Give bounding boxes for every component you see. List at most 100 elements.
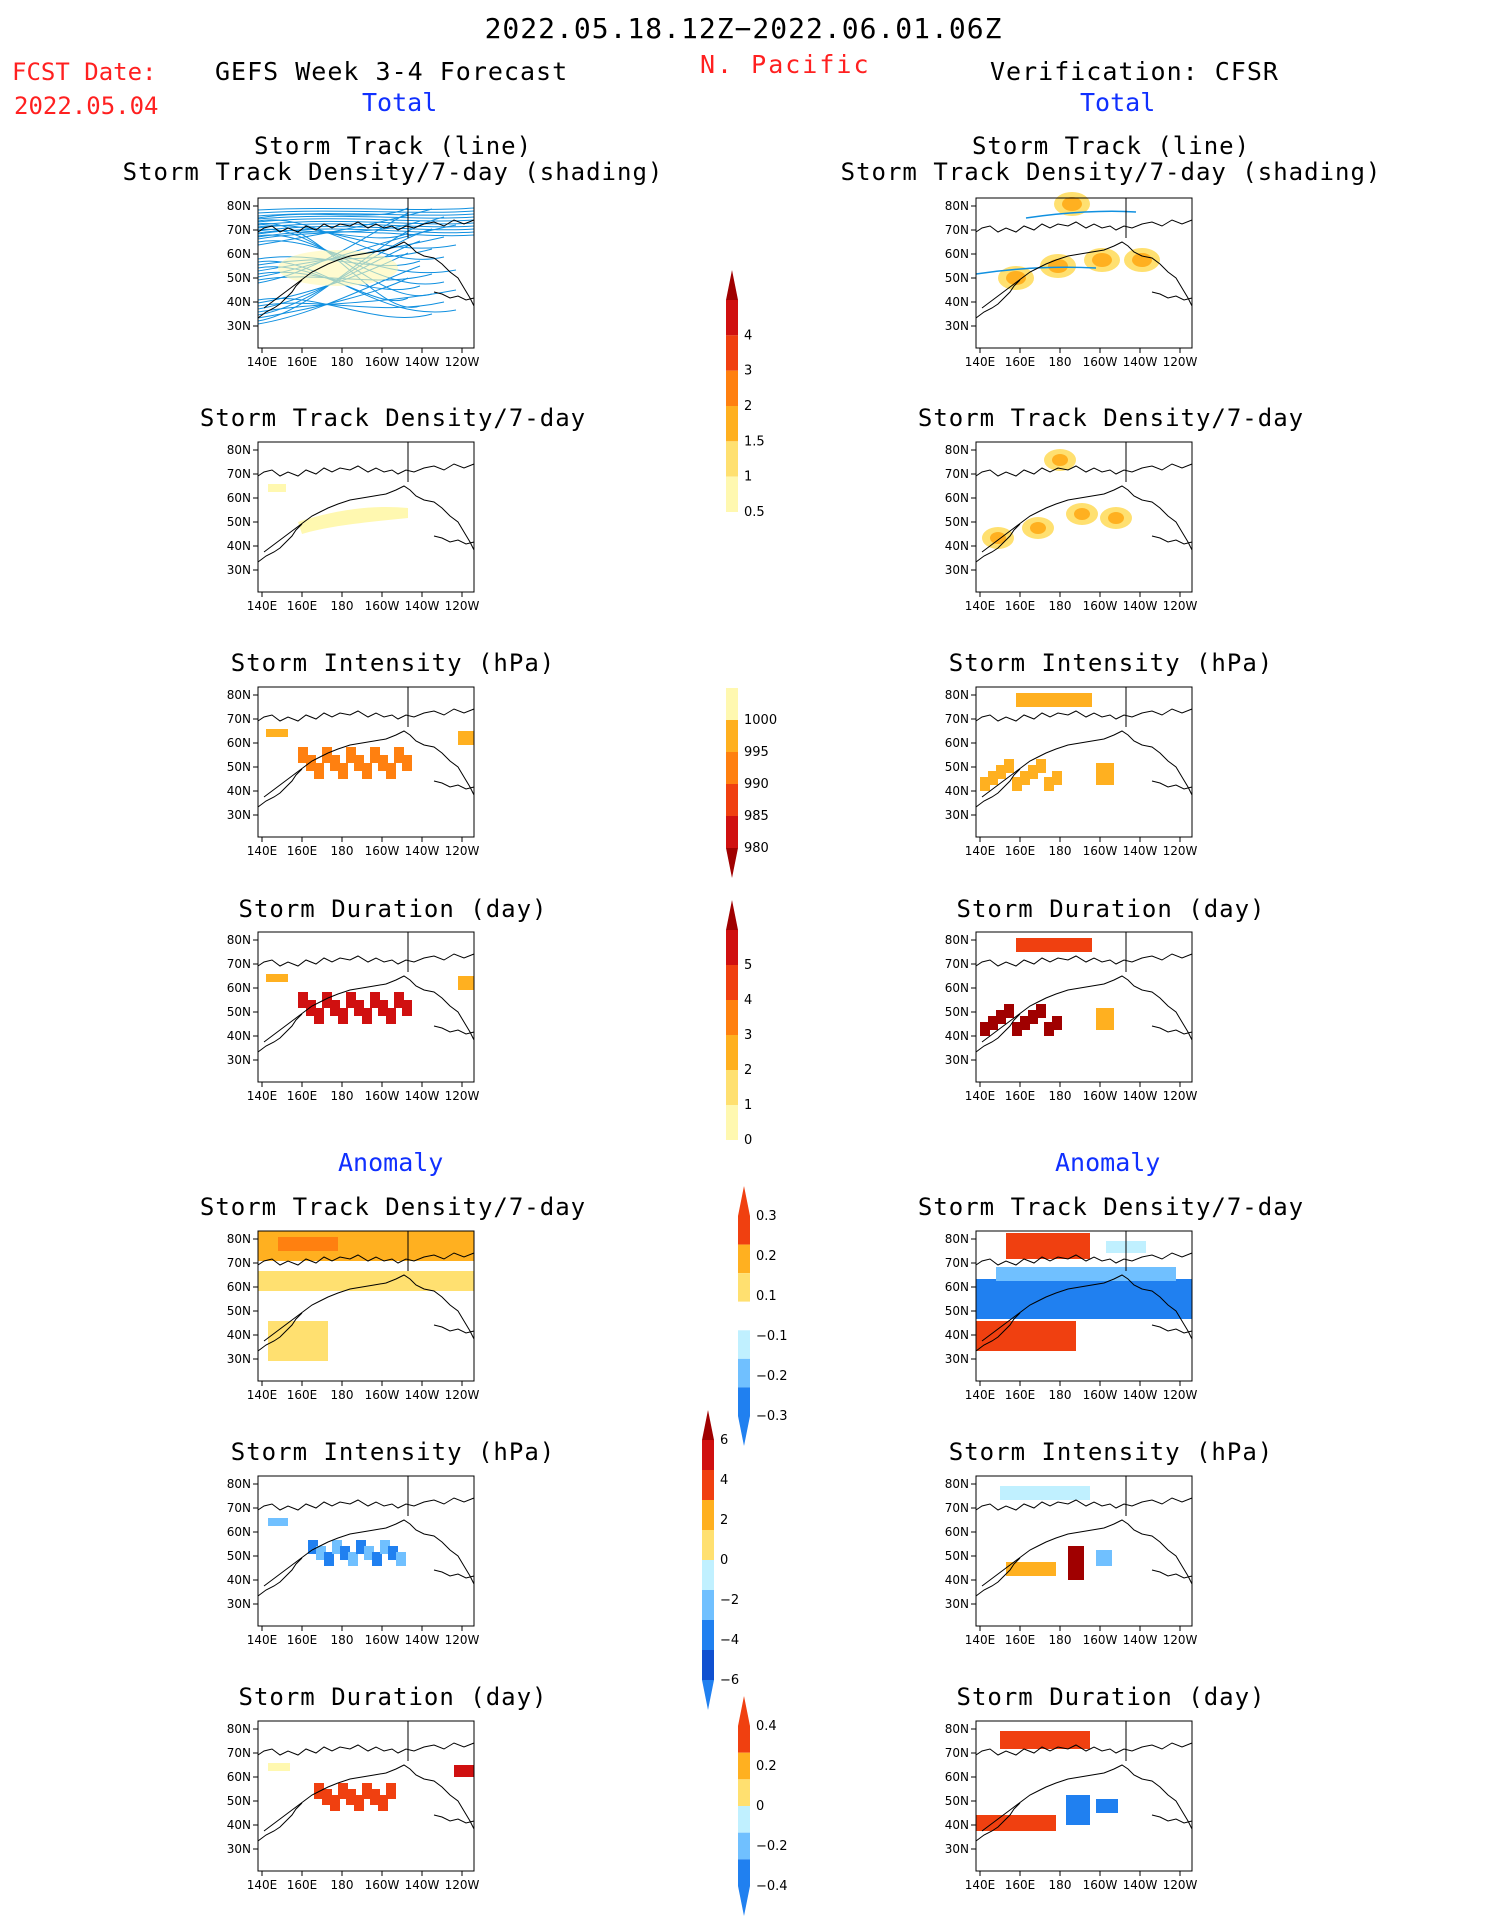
coastline [257, 1013, 303, 1053]
map-panel-forecast-density: 80N 70N 60N 50N 40N 30N 140E 160E 180 160W 140W 120… [227, 441, 480, 613]
map-panel-verification-intensity: 80N 70N 60N 50N 40N 30N 140E 160E 180 160W 140W 120… [945, 686, 1198, 858]
intensity-cell [1016, 938, 1092, 952]
panel-title: Storm Intensity (hPa) [948, 1438, 1274, 1466]
anomaly-cell [332, 1540, 342, 1554]
lat-tick-label: 80N [945, 933, 969, 947]
lat-tick-label: 30N [227, 808, 251, 822]
lat-tick-label: 40N [227, 1818, 251, 1832]
lon-tick-label: 160W [1083, 599, 1118, 613]
lat-tick-label: 70N [945, 467, 969, 481]
colorbar-segment [726, 720, 738, 752]
colorbar-segment [726, 370, 738, 406]
lat-tick-label: 60N [227, 1525, 251, 1539]
lon-tick-label: 140E [247, 355, 278, 369]
coastline [257, 953, 475, 967]
coastline [433, 780, 475, 790]
colorbar-label: 6 [720, 1433, 728, 1448]
lat-tick-label: 50N [227, 1549, 251, 1563]
panel-subtitle: Storm Track Density/7-day (shading) [122, 158, 664, 186]
lat-tick-label: 50N [945, 271, 969, 285]
colorbar-label: 980 [744, 841, 769, 856]
lon-tick-label: 160W [365, 844, 400, 858]
lon-tick-label: 180 [1049, 355, 1072, 369]
coastline [1151, 1324, 1193, 1334]
colorbar-label: −0.2 [756, 1369, 788, 1384]
map-panel-forecast-aint: 80N 70N 60N 50N 40N 30N 140E 160E 180 160W 140W 120… [227, 1475, 480, 1647]
coastline [975, 1557, 1021, 1597]
colorbar-arrow [738, 1416, 750, 1446]
coastline [975, 1802, 1021, 1842]
anomaly-cell [372, 1552, 382, 1566]
map-frame [975, 441, 1193, 593]
intensity-cell [378, 755, 388, 771]
lon-tick-label: 120W [1163, 1633, 1198, 1647]
lat-tick-label: 70N [945, 1256, 969, 1270]
colorbar-arrow [738, 1886, 750, 1916]
intensity-cell [1020, 1016, 1030, 1030]
colorbar-segment [726, 1070, 738, 1105]
left-anomaly-label: Anomaly [338, 1148, 444, 1177]
lat-tick-label: 80N [945, 443, 969, 457]
coastline [981, 241, 1193, 309]
lat-tick-label: 60N [945, 736, 969, 750]
storm-track-line [257, 277, 409, 319]
colorbar-arrow [726, 848, 738, 878]
lon-tick-label: 160E [1005, 1633, 1036, 1647]
colorbar-segment [726, 816, 738, 848]
lat-tick-label: 40N [945, 784, 969, 798]
colorbar-label: 4 [744, 993, 752, 1008]
lon-tick-label: 120W [1163, 355, 1198, 369]
coastline [981, 730, 1193, 798]
map-panel-verification-duration: 80N 70N 60N 50N 40N 30N 140E 160E 180 160W 140W 120… [945, 931, 1198, 1103]
intensity-cell [378, 1000, 388, 1016]
anomaly-cell [1006, 1562, 1056, 1576]
intensity-cell [458, 976, 474, 990]
colorbar-segment [738, 1806, 750, 1833]
coastline [1151, 1025, 1193, 1035]
lon-tick-label: 160E [287, 1878, 318, 1892]
coastline [975, 1742, 1193, 1756]
coastline [263, 975, 475, 1043]
storm-track-line [257, 213, 475, 217]
colorbar-arrow [738, 1696, 750, 1726]
coastline [1151, 780, 1193, 790]
lon-tick-label: 120W [1163, 1878, 1198, 1892]
intensity-cell [298, 992, 308, 1008]
map-panel-verification-adens: 80N 70N 60N 50N 40N 30N 140E 160E 180 160W 140W 120… [945, 1230, 1198, 1402]
colorbar-segment [702, 1500, 714, 1530]
lat-tick-label: 70N [945, 712, 969, 726]
coastline [257, 279, 303, 319]
lat-tick-label: 70N [227, 1256, 251, 1270]
anomaly-cell [370, 1789, 380, 1805]
lat-tick-label: 40N [227, 295, 251, 309]
lat-tick-label: 30N [945, 1597, 969, 1611]
map-panel-forecast-adens: 80N 70N 60N 50N 40N 30N 140E 160E 180 160W 140W 120… [227, 1230, 480, 1402]
panel-title: Storm Duration (day) [238, 1683, 548, 1711]
coastline [433, 1324, 475, 1334]
lon-tick-label: 160E [287, 1633, 318, 1647]
lon-tick-label: 180 [331, 1388, 354, 1402]
lat-tick-label: 50N [227, 1005, 251, 1019]
map-panel-verification-aint: 80N 70N 60N 50N 40N 30N 140E 160E 180 160W 140W 120… [945, 1475, 1198, 1647]
coastline [433, 1814, 475, 1824]
lat-tick-label: 60N [227, 1280, 251, 1294]
intensity-cell [988, 771, 998, 785]
lon-tick-label: 120W [1163, 599, 1198, 613]
coastline [975, 1252, 1193, 1266]
intensity-cell [314, 763, 324, 779]
lat-tick-label: 70N [945, 957, 969, 971]
lat-tick-label: 30N [945, 1352, 969, 1366]
intensity-cell [1012, 777, 1022, 791]
lat-tick-label: 70N [227, 1501, 251, 1515]
lon-tick-label: 120W [1163, 1388, 1198, 1402]
lon-tick-label: 160E [1005, 1089, 1036, 1103]
anomaly-cell [378, 1795, 388, 1811]
anomaly-cell [354, 1795, 364, 1811]
intensity-cell [394, 747, 404, 763]
colorbar-segment [738, 1387, 750, 1416]
lat-tick-label: 60N [227, 491, 251, 505]
colorbar-intensity-anom: 6 4 2 0 −2 −4 −6 [702, 1410, 739, 1710]
lon-tick-label: 120W [445, 844, 480, 858]
coastline [263, 1764, 475, 1832]
